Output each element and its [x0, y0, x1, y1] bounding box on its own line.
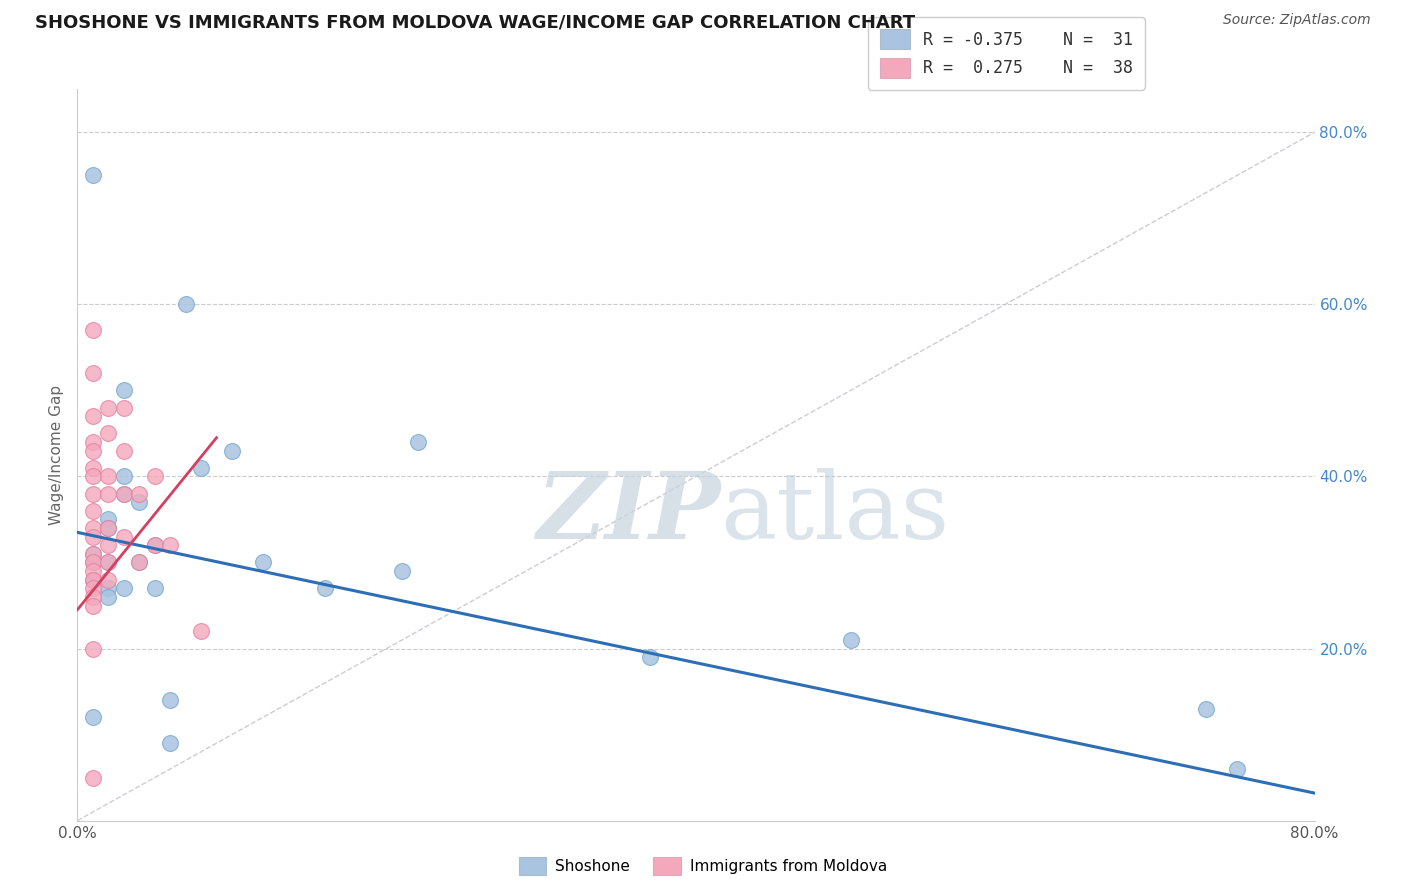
Point: [128, 556, 150, 570]
Point: [128, 495, 150, 509]
Point: [97, 401, 120, 415]
Point: [97, 521, 120, 535]
Point: [128, 486, 150, 500]
Point: [97, 582, 120, 596]
Point: [82, 486, 104, 500]
Point: [112, 486, 135, 500]
Point: [97, 538, 120, 552]
Y-axis label: Wage/Income Gap: Wage/Income Gap: [49, 384, 65, 525]
Point: [252, 556, 274, 570]
Point: [638, 650, 661, 665]
Point: [82, 710, 104, 724]
Point: [112, 582, 135, 596]
Point: [112, 401, 135, 415]
Point: [159, 736, 181, 750]
Point: [82, 469, 104, 483]
Point: [82, 530, 104, 544]
Point: [82, 168, 104, 182]
Point: [391, 564, 413, 578]
Point: [97, 573, 120, 587]
Text: SHOSHONE VS IMMIGRANTS FROM MOLDOVA WAGE/INCOME GAP CORRELATION CHART: SHOSHONE VS IMMIGRANTS FROM MOLDOVA WAGE…: [35, 13, 915, 31]
Point: [82, 435, 104, 450]
Point: [1226, 762, 1249, 776]
Point: [82, 547, 104, 561]
Point: [97, 556, 120, 570]
Point: [97, 512, 120, 526]
Point: [82, 521, 104, 535]
Point: [221, 443, 243, 458]
Point: [97, 590, 120, 604]
Point: [159, 693, 181, 707]
Point: [97, 426, 120, 441]
Point: [82, 547, 104, 561]
Point: [82, 323, 104, 337]
Point: [143, 538, 166, 552]
Point: [82, 590, 104, 604]
Point: [82, 460, 104, 475]
Point: [82, 641, 104, 656]
Point: [82, 556, 104, 570]
Point: [97, 486, 120, 500]
Point: [112, 443, 135, 458]
Text: atlas: atlas: [721, 468, 950, 558]
Point: [82, 573, 104, 587]
Point: [112, 469, 135, 483]
Point: [82, 582, 104, 596]
Point: [839, 632, 862, 647]
Point: [82, 409, 104, 424]
Point: [1195, 702, 1218, 716]
Point: [97, 469, 120, 483]
Point: [406, 435, 429, 450]
Point: [97, 521, 120, 535]
Point: [128, 556, 150, 570]
Point: [82, 573, 104, 587]
Point: [82, 556, 104, 570]
Point: [82, 564, 104, 578]
Point: [82, 443, 104, 458]
Point: [82, 771, 104, 785]
Point: [112, 486, 135, 500]
Point: [82, 504, 104, 518]
Point: [314, 582, 336, 596]
Point: [112, 384, 135, 398]
Point: [112, 530, 135, 544]
Text: ZIP: ZIP: [537, 468, 721, 558]
Point: [143, 538, 166, 552]
Point: [190, 624, 212, 639]
Legend: Shoshone, Immigrants from Moldova: Shoshone, Immigrants from Moldova: [519, 857, 887, 875]
Point: [159, 538, 181, 552]
Point: [143, 469, 166, 483]
Point: [97, 556, 120, 570]
Legend: R = -0.375    N =  31, R =  0.275    N =  38: R = -0.375 N = 31, R = 0.275 N = 38: [868, 17, 1144, 89]
Point: [174, 297, 197, 311]
Point: [143, 582, 166, 596]
Point: [82, 599, 104, 613]
Point: [82, 366, 104, 380]
Point: [190, 460, 212, 475]
Text: Source: ZipAtlas.com: Source: ZipAtlas.com: [1223, 13, 1371, 28]
